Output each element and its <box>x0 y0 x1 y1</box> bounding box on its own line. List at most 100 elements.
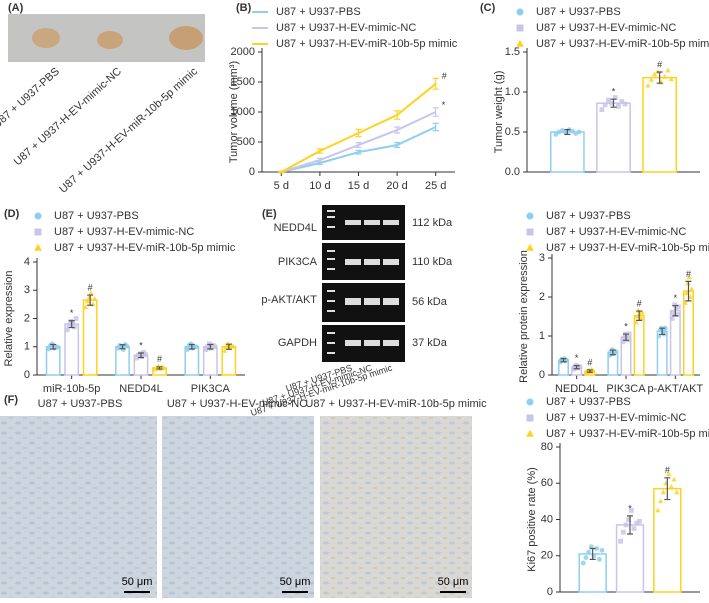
error-bar <box>432 107 439 117</box>
data-point <box>134 355 139 361</box>
data-point <box>639 309 645 315</box>
panel-label: (A) <box>8 2 24 14</box>
error-bar <box>355 142 362 148</box>
size-label: 112 kDa <box>412 217 453 229</box>
y-tick-label: 1500 <box>231 76 255 88</box>
y-axis-label: Ki67 positive rate (%) <box>526 467 538 572</box>
annotation: * <box>575 353 579 363</box>
error-bar <box>656 71 663 84</box>
data-point <box>648 77 654 82</box>
error-bar <box>560 358 567 363</box>
x-tick-label: NEDD4L <box>119 383 162 395</box>
data-point <box>621 335 627 341</box>
data-point <box>672 302 678 308</box>
scale-label: 50 μm <box>280 576 311 588</box>
error-bar <box>87 294 94 306</box>
y-tick-label: 1.0 <box>505 86 520 98</box>
y-axis-label: Tumor weight (g) <box>493 71 505 154</box>
tumor <box>169 26 203 50</box>
annotation: # <box>442 71 447 81</box>
bar <box>615 524 645 593</box>
annotation: * <box>612 87 616 97</box>
size-label: 56 kDa <box>412 296 448 308</box>
x-tick-label: 5 d <box>274 180 289 192</box>
legend-marker <box>34 243 42 251</box>
micrograph <box>320 416 472 598</box>
y-axis-label: Relative protein expression <box>518 250 530 383</box>
legend-marker <box>34 212 42 220</box>
micrograph-caption: U87 + U937-H-EV-mimic-NC <box>167 398 307 410</box>
data-point <box>624 333 630 339</box>
error-bar <box>627 515 633 535</box>
y-tick-label: 4 <box>24 256 30 268</box>
error-bar <box>432 77 439 90</box>
data-point <box>657 498 664 504</box>
data-point <box>668 76 674 82</box>
legend-label: U87 + U937-H-EV-miR-10b-5p mimic <box>546 242 709 254</box>
error-bar <box>659 327 666 336</box>
error-bar <box>394 142 401 148</box>
data-point <box>161 365 167 371</box>
y-tick-label: 0 <box>24 369 30 381</box>
data-point <box>616 104 621 109</box>
data-point <box>660 489 666 495</box>
y-tick-label: 0 <box>249 166 255 178</box>
error-bar <box>432 122 439 132</box>
micrograph-caption: U87 + U937-H-EV-miR-10b-5p mimic <box>305 398 487 410</box>
x-tick-label: PIK3CA <box>191 383 231 395</box>
legend-label: U87 + U937-PBS <box>54 210 139 222</box>
data-point <box>124 343 130 349</box>
data-point <box>221 348 228 353</box>
legend-label: U87 + U937-H-EV-miR-10b-5p mimic <box>54 242 236 254</box>
data-point <box>620 529 626 535</box>
data-point <box>618 538 623 544</box>
data-point <box>652 71 658 77</box>
size-label: 37 kDa <box>412 337 448 349</box>
data-point <box>208 345 214 351</box>
micrographs: U87 + U937-PBS U87 + U937-H-EV-mimic-NC … <box>0 398 487 598</box>
photo-label: U87 + U937-H-EV-miR-10b-5p mimic <box>57 65 200 196</box>
error-bar <box>394 126 401 134</box>
annotation: # <box>587 357 592 367</box>
legend-label: U87 + U937-H-EV-miR-10b-5p mimic <box>276 38 458 50</box>
y-tick-label: 20 <box>541 550 553 562</box>
legend-label: U87 + U937-H-EV-mimic-NC <box>276 22 416 34</box>
legend-label: U87 + U937-H-EV-mimic-NC <box>546 412 686 424</box>
data-point <box>637 311 643 317</box>
legend-label: U87 + U937-PBS <box>546 210 631 222</box>
data-point <box>674 489 680 495</box>
bands <box>327 210 399 354</box>
annotation: * <box>70 308 74 318</box>
data-point <box>631 526 637 531</box>
annotation: # <box>637 298 642 308</box>
bar <box>550 131 585 173</box>
data-point <box>674 312 680 317</box>
annotation: * <box>624 321 628 331</box>
data-point <box>645 82 651 88</box>
y-tick-label: 40 <box>541 513 553 525</box>
legend-marker <box>526 212 534 220</box>
y-tick-label: 2 <box>539 291 545 303</box>
error-bar <box>355 128 362 138</box>
x-tick-label: NEDD4L <box>555 383 598 395</box>
data-point <box>594 546 600 551</box>
line <box>280 83 437 173</box>
x-tick-label: 15 d <box>348 180 369 192</box>
protein-label: GAPDH <box>278 337 317 349</box>
data-point <box>586 549 592 555</box>
bar <box>633 314 645 376</box>
data-point <box>602 102 608 108</box>
legend-label: U87 + U937-H-EV-mimic-NC <box>536 22 676 34</box>
data-point <box>185 347 190 352</box>
data-point <box>83 304 89 310</box>
data-point <box>120 347 126 352</box>
x-tick-label: miR-10b-5p <box>43 383 100 395</box>
y-tick-label: 3 <box>539 252 545 264</box>
protein-label: NEDD4L <box>274 222 317 234</box>
y-tick-label: 3 <box>24 284 30 296</box>
tumor <box>32 28 60 48</box>
y-axis-label: Tumor volume (mm³) <box>228 61 240 163</box>
error-bar <box>636 310 643 321</box>
data-point <box>84 298 91 304</box>
